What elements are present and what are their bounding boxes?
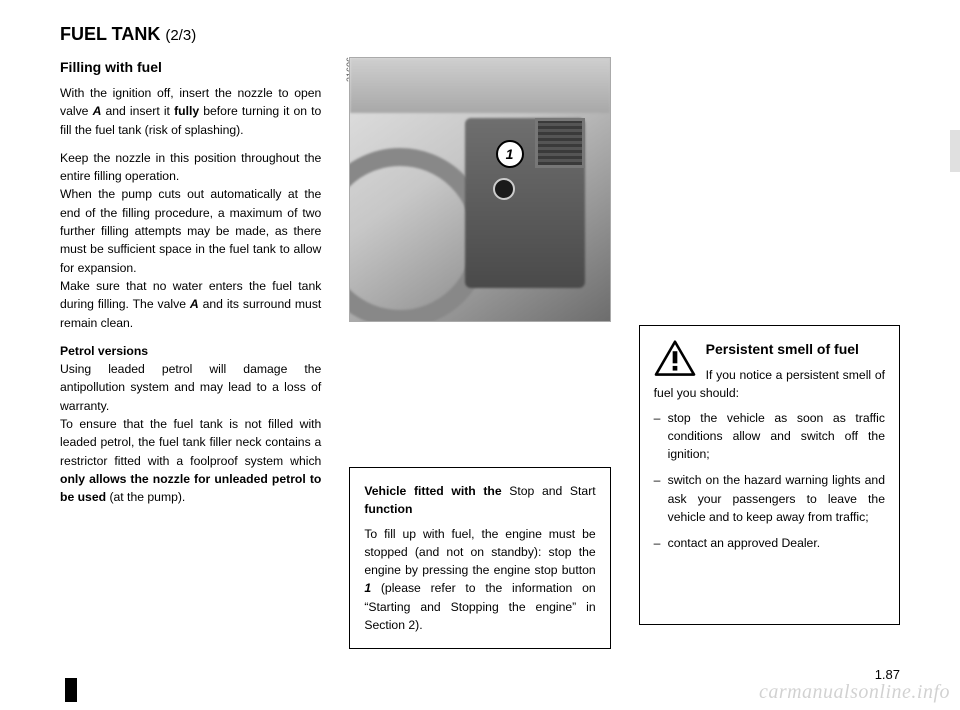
warning-title: Persistent smell of fuel — [706, 340, 859, 358]
warn-item-3: contact an approved Dealer. — [654, 534, 885, 552]
callout-1: 1 — [496, 140, 524, 168]
fully-word: fully — [174, 104, 199, 118]
middle-column: 31606 1 Vehicle fitted with the Stop and… — [349, 57, 610, 647]
title-page-count: (2/3) — [165, 27, 196, 44]
warn-item-1: stop the vehicle as soon as traffic cond… — [654, 409, 885, 464]
para-6-bold: only allows the nozzle for unleaded petr… — [60, 472, 321, 504]
manual-page: FUEL TANK (2/3) Filling with fuel With t… — [0, 0, 960, 710]
valve-letter-2: A — [190, 297, 199, 311]
box-para: To fill up with fuel, the engine must be… — [364, 525, 595, 635]
vent-shape — [535, 118, 585, 168]
box-head-c: function — [364, 502, 412, 516]
warning-list: stop the vehicle as soon as traffic cond… — [654, 409, 885, 553]
stop-start-box: Vehicle fitted with the Stop and Start f… — [349, 467, 610, 649]
para-6: To ensure that the fuel tank is not fill… — [60, 415, 321, 506]
warning-box: Persistent smell of fuel If you notice a… — [639, 325, 900, 625]
watermark-text: carmanualsonline.info — [759, 681, 950, 704]
para-5: Using leaded petrol will damage the anti… — [60, 360, 321, 415]
para-3: When the pump cuts out automatically at … — [60, 185, 321, 276]
left-column: Filling with fuel With the ignition off,… — [60, 57, 321, 647]
page-title: FUEL TANK (2/3) — [60, 24, 900, 45]
engine-button-shape — [493, 178, 515, 200]
dash-shape — [350, 58, 609, 113]
section-tab — [950, 130, 960, 172]
black-tab — [65, 678, 77, 702]
para-4: Make sure that no water enters the fuel … — [60, 277, 321, 332]
columns: Filling with fuel With the ignition off,… — [60, 57, 900, 647]
spacer-right — [639, 57, 900, 325]
box-head-b: Stop and Start — [509, 484, 595, 498]
para-1-b: and insert it — [101, 104, 174, 118]
para-2: Keep the nozzle in this position through… — [60, 149, 321, 186]
right-column: Persistent smell of fuel If you notice a… — [639, 57, 900, 647]
filling-heading: Filling with fuel — [60, 57, 321, 78]
box-p-a: To fill up with fuel, the engine must be… — [364, 527, 595, 578]
box-p-b: (please refer to the information on “Sta… — [364, 581, 595, 632]
spacer — [349, 322, 610, 467]
dashboard-photo: 1 — [349, 57, 610, 322]
para-6-b: (at the pump). — [106, 490, 185, 504]
warning-triangle-icon — [654, 340, 696, 378]
para-1: With the ignition off, insert the nozzle… — [60, 84, 321, 139]
callout-1-label: 1 — [506, 146, 514, 162]
box-heading: Vehicle fitted with the Stop and Start f… — [364, 482, 595, 519]
title-main: FUEL TANK — [60, 24, 160, 44]
box-head-a: Vehicle fitted with the — [364, 484, 509, 498]
petrol-heading: Petrol versions — [60, 342, 321, 360]
para-6-a: To ensure that the fuel tank is not fill… — [60, 417, 321, 468]
warn-item-2: switch on the hazard warning lights and … — [654, 471, 885, 526]
photo-wrapper: 31606 1 — [349, 57, 610, 322]
page-number: 1.87 — [875, 667, 900, 682]
